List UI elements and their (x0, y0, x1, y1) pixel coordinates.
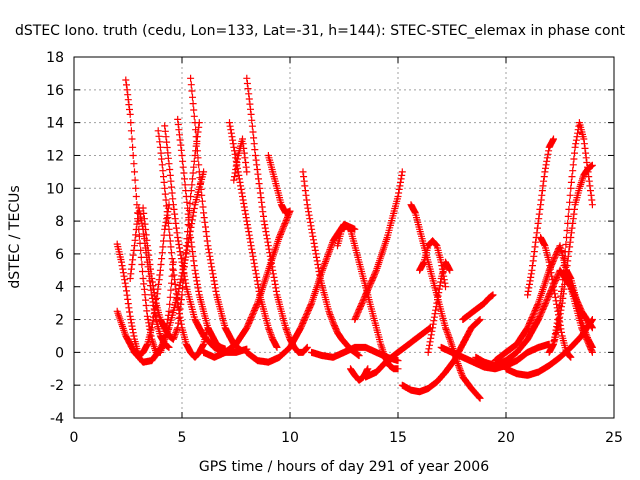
series-markers (154, 127, 212, 361)
series-markers (398, 316, 484, 396)
y-tick-label: 0 (55, 345, 64, 361)
series-markers (299, 168, 363, 360)
data-series (537, 234, 575, 361)
series-markers (230, 135, 251, 184)
series-markers (362, 324, 434, 381)
data-series (154, 127, 212, 361)
series-markers (174, 115, 229, 353)
series-markers (524, 135, 557, 299)
x-tick-label: 20 (497, 430, 515, 446)
plot-frame (73, 56, 615, 419)
data-series (243, 74, 311, 356)
data-series (299, 168, 363, 360)
x-tick-label: 25 (605, 430, 623, 446)
data-points (113, 74, 596, 402)
x-axis-label: GPS time / hours of day 291 of year 2006 (199, 459, 489, 475)
data-series (459, 291, 497, 323)
y-tick-label: 18 (46, 50, 64, 66)
data-series (230, 135, 251, 184)
y-tick-label: 16 (46, 83, 64, 99)
chart-title: dSTEC Iono. truth (cedu, Lon=133, Lat=-3… (15, 23, 625, 39)
series-markers (264, 152, 294, 217)
x-tick-label: 0 (70, 430, 79, 446)
y-tick-label: -2 (50, 378, 64, 394)
y-tick-label: 2 (55, 313, 64, 329)
series-markers (351, 168, 406, 323)
x-tick-label: 10 (281, 430, 299, 446)
data-series (174, 115, 229, 353)
data-series (563, 266, 596, 351)
series-markers (424, 258, 454, 356)
y-tick-label: 4 (55, 280, 64, 296)
y-tick-label: 8 (55, 214, 64, 230)
series-markers (550, 119, 596, 348)
x-tick-label: 15 (389, 430, 407, 446)
x-tick-label: 5 (178, 430, 187, 446)
series-markers (563, 266, 596, 351)
y-tick-label: 12 (46, 148, 64, 164)
y-tick-label: 6 (55, 247, 64, 263)
y-tick-label: 14 (46, 116, 64, 132)
series-markers (226, 119, 281, 351)
series-markers (537, 234, 575, 361)
data-series (550, 119, 596, 348)
data-series (226, 119, 281, 351)
data-series (264, 152, 294, 217)
data-series (351, 168, 406, 323)
series-markers (459, 291, 497, 323)
y-tick-label: 10 (46, 181, 64, 197)
data-series (334, 222, 402, 373)
y-axis-label: dSTEC / TECUs (7, 185, 23, 288)
data-series (398, 316, 484, 396)
data-series (437, 340, 553, 373)
series-markers (139, 119, 203, 343)
series-markers (334, 222, 402, 373)
data-series (524, 135, 557, 299)
series-markers (437, 340, 553, 373)
series-markers (243, 74, 311, 356)
y-tick-label: -4 (50, 411, 64, 427)
data-series (424, 258, 454, 356)
axis-ticks: 0 5 10 15 20 25 -4 -2 0 2 4 6 8 10 12 14 16 18 (46, 50, 623, 446)
data-series (362, 324, 434, 381)
data-series (139, 119, 203, 343)
